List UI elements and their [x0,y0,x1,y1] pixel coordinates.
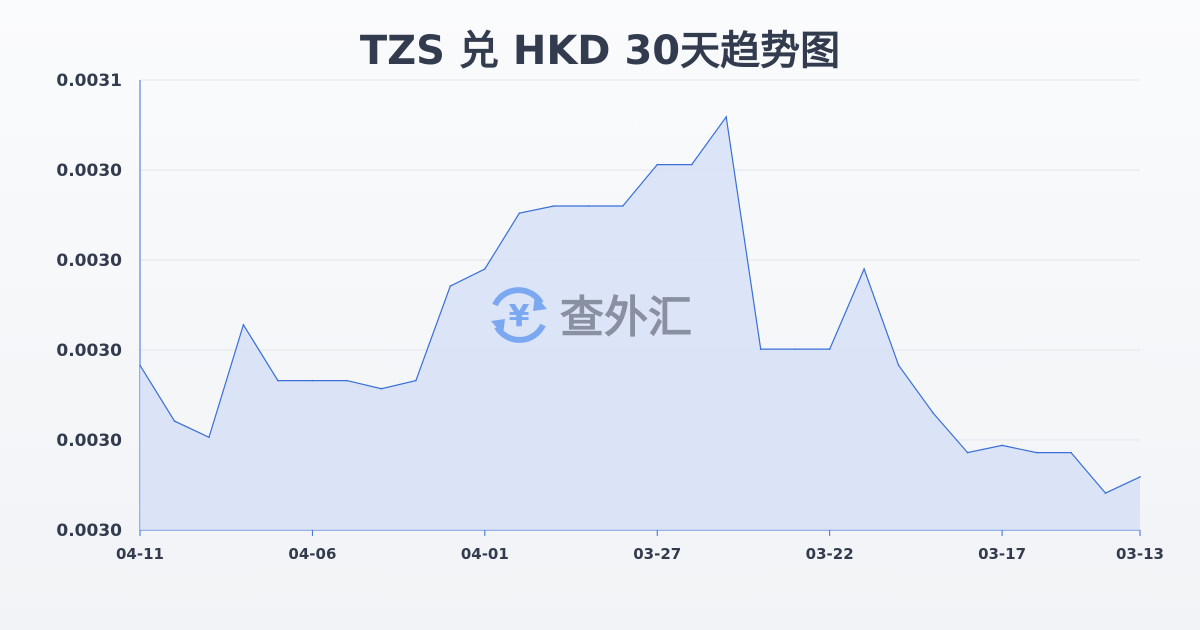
watermark-text: 查外汇 [560,292,692,343]
x-tick-label: 03-17 [978,545,1026,563]
data-point [828,348,831,350]
y-tick-label: 0.0031 [56,71,122,91]
area-fill [140,116,1140,531]
data-point [173,420,176,422]
data-point [621,205,624,207]
data-point [759,348,762,350]
data-point [415,379,417,382]
y-tick-label: 0.0030 [56,251,122,271]
y-tick-label: 0.0030 [56,341,122,361]
data-point [311,379,314,382]
x-tick-label: 03-13 [1116,545,1164,563]
data-point [1139,476,1141,478]
data-point [794,348,796,350]
data-point [690,163,693,166]
data-point [1001,444,1003,447]
y-tick-label: 0.0030 [56,161,122,181]
data-point [484,268,486,270]
data-point [725,116,728,118]
data-points [139,116,1141,494]
y-axis: 0.0030 0.0030 0.0030 0.0030 0.0030 0.0031 [56,71,141,541]
y-tick-label: 0.0030 [56,431,122,451]
data-point [1104,492,1107,494]
data-point [380,387,383,390]
watermark: ¥ 查外汇 [491,287,692,343]
x-tick-label: 04-01 [461,545,509,563]
data-point [932,412,934,414]
chart-title: TZS 兑 HKD 30天趋势图 [359,28,841,74]
data-point [242,324,245,326]
x-axis: 04-11 04-06 04-01 03-27 03-22 03-17 03-13 [116,530,1164,563]
data-point [587,205,590,207]
y-tick-label: 0.0030 [56,521,122,541]
data-point [656,163,659,166]
data-point [1070,451,1072,454]
data-point [552,205,555,207]
data-point [1035,451,1038,454]
data-point [277,379,279,382]
data-point [449,285,452,287]
x-tick-label: 03-27 [633,545,681,563]
data-point [966,451,969,454]
svg-text:¥: ¥ [509,299,530,334]
x-tick-label: 03-22 [806,545,854,563]
data-point [897,364,900,367]
yuan-exchange-icon: ¥ [491,287,547,343]
data-point [863,268,865,270]
data-point [208,436,210,439]
data-point [346,379,348,382]
series-line [139,115,1141,494]
data-point [139,364,141,367]
x-tick-label: 04-06 [288,545,336,563]
data-point [518,212,521,214]
x-tick-label: 04-11 [116,545,164,563]
